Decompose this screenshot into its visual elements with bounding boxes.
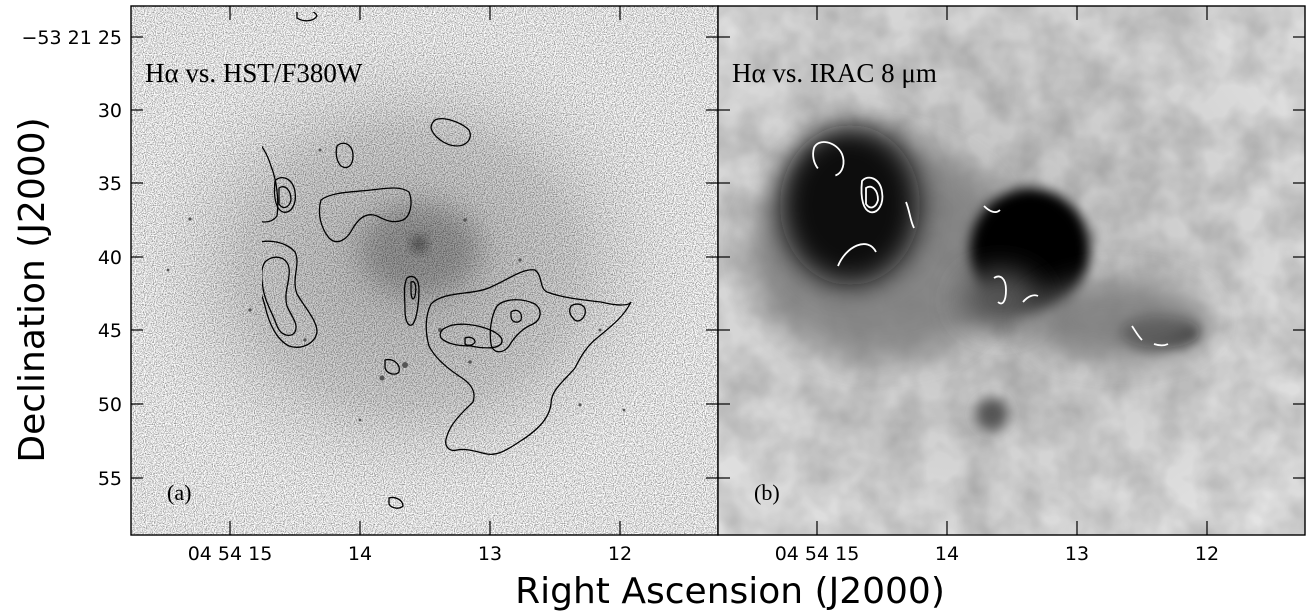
y-axis-label: Declination (J2000)	[12, 117, 53, 462]
x-tick-labels: 04 54 15 14 13 12 04 54 15 14 13 12	[188, 543, 1219, 565]
x-tick-label: 12	[1195, 543, 1219, 565]
y-tick-label: 40	[98, 247, 122, 269]
x-tick-label: 14	[935, 543, 959, 565]
panel-a-title: Hα vs. HST/F380W	[145, 58, 363, 88]
y-tick-label: 45	[98, 320, 122, 342]
x-tick-label: 04 54 15	[775, 543, 860, 565]
panel-b-image	[718, 6, 1305, 535]
y-tick-label: 30	[98, 100, 122, 122]
x-tick-label: 04 54 15	[188, 543, 273, 565]
panel-b-letter: (b)	[754, 480, 780, 505]
x-tick-label: 14	[348, 543, 372, 565]
y-tick-label: 55	[98, 468, 122, 490]
x-axis-label: Right Ascension (J2000)	[515, 571, 945, 612]
panel-a-letter: (a)	[167, 480, 191, 505]
panel-b-title: Hα vs. IRAC 8 μm	[732, 58, 937, 88]
panel-b-frame	[717, 5, 1306, 536]
y-tick-label: −53 21 25	[21, 27, 122, 49]
panel-a-image	[131, 6, 718, 535]
panel-b-contours-white	[812, 141, 1169, 347]
y-tick-label: 50	[98, 394, 122, 416]
x-tick-label: 13	[478, 543, 502, 565]
axis-ticks	[131, 6, 1305, 535]
panel-b: Hα vs. IRAC 8 μm (b)	[717, 5, 1306, 536]
x-tick-label: 13	[1065, 543, 1089, 565]
panel-a: Hα vs. HST/F380W (a)	[130, 5, 719, 536]
y-tick-labels: −53 21 25 30 35 40 45 50 55	[21, 27, 122, 490]
x-tick-label: 12	[608, 543, 632, 565]
y-tick-label: 35	[98, 173, 122, 195]
